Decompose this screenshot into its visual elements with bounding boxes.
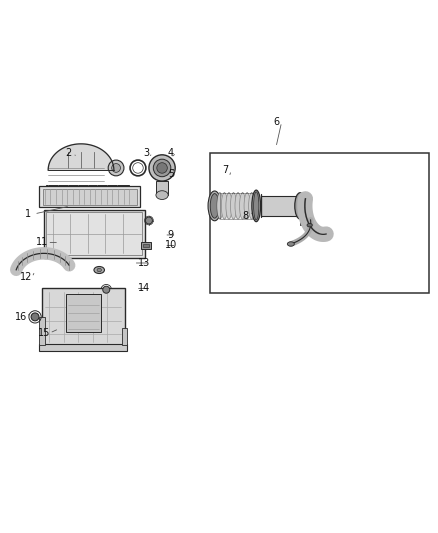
- Text: 14: 14: [138, 284, 151, 293]
- Bar: [43, 189, 137, 205]
- Polygon shape: [48, 144, 114, 170]
- Ellipse shape: [217, 193, 223, 219]
- Bar: [143, 244, 149, 247]
- Ellipse shape: [156, 191, 168, 199]
- Text: 16: 16: [14, 312, 27, 322]
- Ellipse shape: [149, 155, 175, 181]
- Ellipse shape: [287, 242, 294, 246]
- Text: 9: 9: [168, 230, 174, 240]
- Bar: [156, 181, 168, 195]
- Ellipse shape: [300, 193, 311, 219]
- Ellipse shape: [252, 190, 261, 222]
- Text: 1: 1: [25, 209, 32, 219]
- Bar: [39, 344, 127, 351]
- Ellipse shape: [97, 268, 102, 272]
- Bar: [46, 212, 142, 255]
- Bar: [39, 187, 140, 207]
- Bar: [44, 209, 145, 258]
- Ellipse shape: [221, 193, 227, 219]
- Text: 6: 6: [273, 117, 279, 127]
- Bar: [261, 196, 300, 215]
- Bar: [66, 294, 101, 332]
- Text: 10: 10: [165, 240, 177, 251]
- Ellipse shape: [249, 193, 255, 219]
- Ellipse shape: [157, 163, 167, 173]
- Ellipse shape: [254, 192, 259, 220]
- Text: 11: 11: [35, 237, 48, 247]
- Text: 2: 2: [65, 148, 71, 158]
- Bar: [122, 328, 127, 345]
- Text: 13: 13: [138, 258, 151, 268]
- Ellipse shape: [210, 193, 219, 218]
- Circle shape: [31, 313, 39, 321]
- Text: 15: 15: [38, 328, 50, 338]
- Text: 5: 5: [168, 168, 174, 179]
- Bar: [141, 242, 151, 249]
- Text: 3: 3: [144, 148, 150, 158]
- Ellipse shape: [112, 164, 120, 172]
- Ellipse shape: [208, 191, 221, 221]
- Circle shape: [103, 286, 110, 293]
- Ellipse shape: [235, 193, 241, 219]
- Bar: [220, 193, 256, 219]
- Text: 4: 4: [168, 148, 174, 158]
- Ellipse shape: [295, 193, 305, 219]
- Ellipse shape: [307, 223, 312, 227]
- Bar: [39, 317, 45, 345]
- Ellipse shape: [153, 159, 171, 177]
- Text: 8: 8: [242, 211, 248, 221]
- Bar: [42, 288, 125, 345]
- Ellipse shape: [226, 193, 232, 219]
- Bar: [210, 152, 429, 293]
- Ellipse shape: [94, 266, 105, 273]
- Text: 12: 12: [20, 272, 32, 282]
- Ellipse shape: [108, 160, 124, 176]
- Ellipse shape: [230, 193, 237, 219]
- Ellipse shape: [240, 193, 246, 219]
- Bar: [300, 220, 308, 225]
- Bar: [46, 185, 129, 192]
- Circle shape: [145, 217, 152, 224]
- Ellipse shape: [244, 193, 250, 219]
- Text: 7: 7: [223, 165, 229, 175]
